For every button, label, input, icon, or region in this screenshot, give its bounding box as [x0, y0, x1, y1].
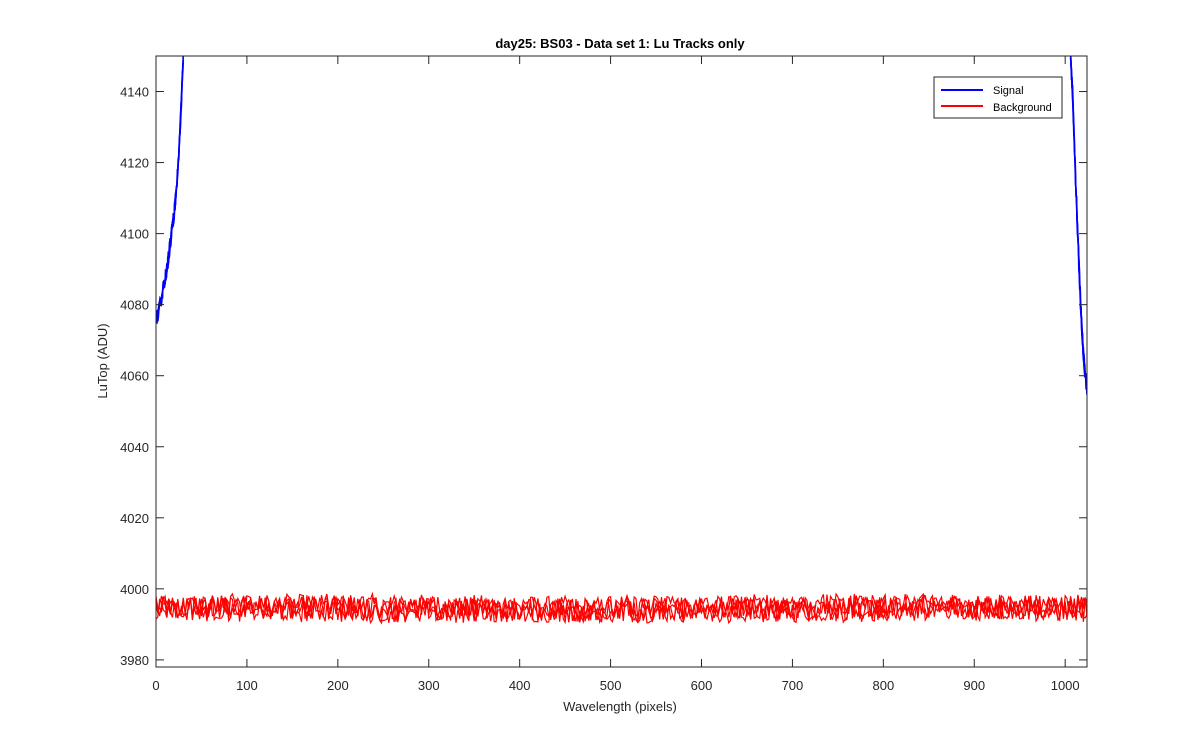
series-signal-segment	[156, 59, 185, 323]
x-tick-label: 300	[418, 678, 440, 693]
x-tick-label: 900	[963, 678, 985, 693]
x-tick-label: 0	[152, 678, 159, 693]
y-tick-label: 4080	[120, 298, 149, 313]
x-tick-label: 800	[872, 678, 894, 693]
y-tick-label: 4120	[120, 156, 149, 171]
legend-label-background: Background	[993, 102, 1052, 114]
series-signal-segment	[156, 62, 185, 324]
series-signal-segment	[1069, 58, 1087, 390]
y-tick-label: 4100	[120, 227, 149, 242]
chart-title: day25: BS03 - Data set 1: Lu Tracks only	[495, 36, 745, 51]
x-tick-label: 100	[236, 678, 258, 693]
legend-box	[933, 76, 1063, 119]
y-axis-label: LuTop (ADU)	[95, 323, 110, 398]
x-tick-label: 200	[327, 678, 349, 693]
y-tick-label: 4060	[120, 369, 149, 384]
legend-label-signal: Signal	[993, 85, 1024, 97]
data-area	[156, 56, 1087, 625]
x-tick-label: 700	[782, 678, 804, 693]
legend: Signal Background	[933, 76, 1063, 119]
y-tick-label: 4140	[120, 85, 149, 100]
axes-layer: 0 100 200 300 400 500 600 700 800 900 1000 3980 4000…	[120, 55, 1088, 693]
plot-layer	[156, 56, 1087, 625]
series-background-trace	[156, 592, 1087, 625]
axes-frame	[155, 55, 1088, 668]
y-tick-label: 4020	[120, 511, 149, 526]
y-tick-label: 4040	[120, 440, 149, 455]
x-tick-label: 600	[691, 678, 713, 693]
x-tick-label: 400	[509, 678, 531, 693]
y-tick-label: 3980	[120, 653, 149, 668]
x-tick-label: 500	[600, 678, 622, 693]
y-tick-label: 4000	[120, 582, 149, 597]
x-axis-label: Wavelength (pixels)	[563, 699, 677, 714]
x-tick-label: 1000	[1051, 678, 1080, 693]
